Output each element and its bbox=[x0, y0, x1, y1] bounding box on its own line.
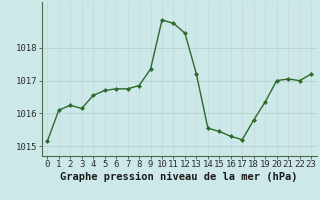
X-axis label: Graphe pression niveau de la mer (hPa): Graphe pression niveau de la mer (hPa) bbox=[60, 172, 298, 182]
